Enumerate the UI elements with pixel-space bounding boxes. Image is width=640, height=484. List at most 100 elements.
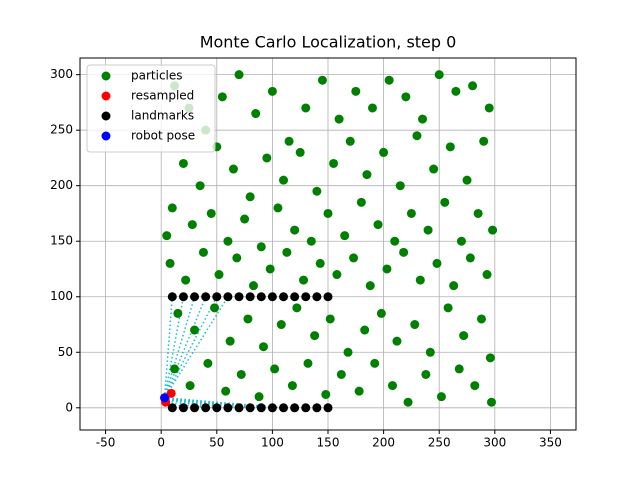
point	[323, 292, 333, 302]
point	[160, 393, 170, 403]
point	[356, 197, 366, 207]
point	[236, 369, 246, 379]
point	[190, 292, 200, 302]
point	[284, 136, 294, 146]
point	[323, 208, 333, 218]
point	[360, 325, 370, 335]
point	[301, 103, 311, 113]
point	[390, 236, 400, 246]
point	[245, 192, 255, 202]
point	[432, 258, 442, 268]
point	[206, 208, 216, 218]
point	[340, 231, 350, 241]
point	[287, 381, 297, 391]
x-tick-label: 200	[372, 436, 395, 450]
point	[312, 186, 322, 196]
point	[443, 303, 453, 313]
point	[162, 231, 172, 241]
point	[485, 353, 495, 363]
point	[212, 292, 222, 302]
point	[273, 203, 283, 213]
point	[210, 303, 220, 313]
point	[303, 358, 313, 368]
point	[392, 336, 402, 346]
measurement-ray	[163, 296, 174, 398]
point	[323, 403, 333, 413]
point	[165, 258, 175, 268]
point	[223, 236, 233, 246]
point	[468, 81, 478, 91]
point	[190, 403, 200, 413]
point	[406, 208, 416, 218]
point	[388, 381, 398, 391]
point	[440, 197, 450, 207]
point	[454, 364, 464, 374]
point	[254, 392, 264, 402]
point	[290, 292, 300, 302]
point	[482, 270, 492, 280]
x-tick-label: -50	[96, 436, 116, 450]
point	[198, 247, 208, 257]
legend-label: resampled	[131, 89, 194, 103]
measurement-ray	[163, 296, 185, 398]
legend-box	[86, 64, 216, 153]
point	[449, 281, 459, 291]
point	[486, 397, 496, 407]
point	[290, 225, 300, 235]
point	[445, 142, 455, 152]
point	[465, 253, 475, 263]
point	[279, 292, 289, 302]
point	[181, 275, 191, 285]
legend-label: particles	[131, 69, 183, 83]
point	[382, 264, 392, 274]
point	[201, 292, 211, 302]
measurement-ray	[163, 296, 207, 399]
point	[354, 386, 364, 396]
y-tick-label: 100	[50, 289, 73, 303]
point	[312, 292, 322, 302]
point	[228, 164, 238, 174]
measurement-ray	[163, 296, 196, 399]
point	[265, 264, 275, 274]
point	[256, 242, 266, 252]
y-tick-label: 300	[50, 67, 73, 81]
point	[267, 292, 277, 302]
point	[276, 320, 286, 330]
point	[167, 203, 177, 213]
point	[232, 253, 242, 263]
point	[470, 381, 480, 391]
point	[415, 275, 425, 285]
point	[258, 342, 268, 352]
point	[267, 403, 277, 413]
point	[367, 103, 377, 113]
measurement-ray	[164, 397, 206, 409]
point	[212, 403, 222, 413]
x-tick-label: 0	[157, 436, 165, 450]
point	[201, 403, 211, 413]
x-tick-label: 50	[209, 436, 224, 450]
point	[167, 403, 177, 413]
legend-label: landmarks	[131, 109, 194, 123]
point	[195, 181, 205, 191]
point	[240, 214, 250, 224]
point	[336, 369, 346, 379]
point	[451, 86, 461, 96]
point	[418, 114, 428, 124]
point	[479, 136, 489, 146]
point	[221, 386, 231, 396]
point	[321, 389, 331, 399]
plot-frame	[79, 57, 577, 431]
chart-title: Monte Carlo Localization, step 0	[200, 33, 457, 52]
point	[292, 303, 302, 313]
y-tick-label: 200	[50, 178, 73, 192]
x-tick-label: 300	[483, 436, 506, 450]
point	[395, 181, 405, 191]
x-tick-label: 150	[317, 436, 340, 450]
point	[476, 314, 486, 324]
point	[290, 403, 300, 413]
point	[351, 86, 361, 96]
point	[245, 403, 255, 413]
y-tick-label: 250	[50, 123, 73, 137]
x-tick-label: 100	[261, 436, 284, 450]
